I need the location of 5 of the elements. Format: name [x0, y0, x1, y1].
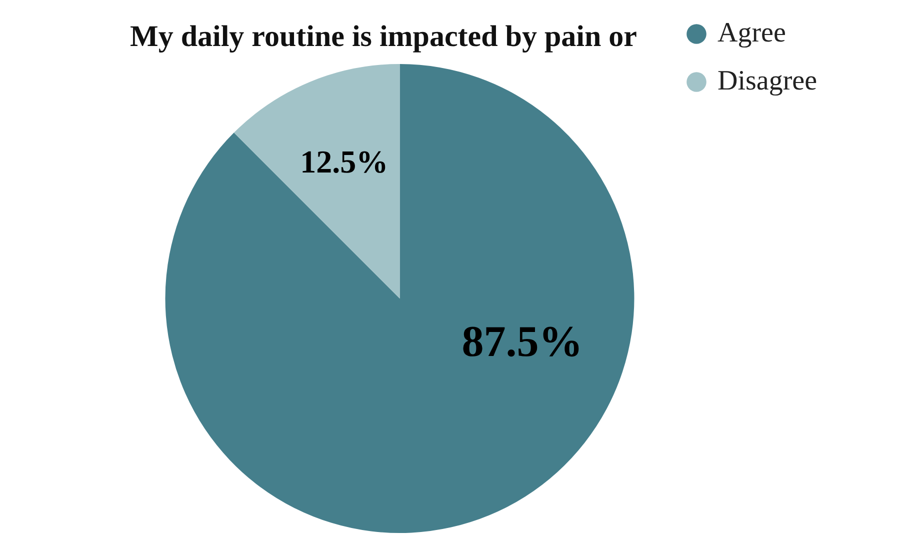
data-label: 12.5%: [300, 143, 388, 180]
legend-label: Disagree: [717, 65, 818, 96]
chart-title: My daily routine is impacted by pain or: [130, 20, 637, 53]
legend-label: Agree: [717, 17, 786, 48]
data-label: 87.5%: [462, 316, 583, 366]
